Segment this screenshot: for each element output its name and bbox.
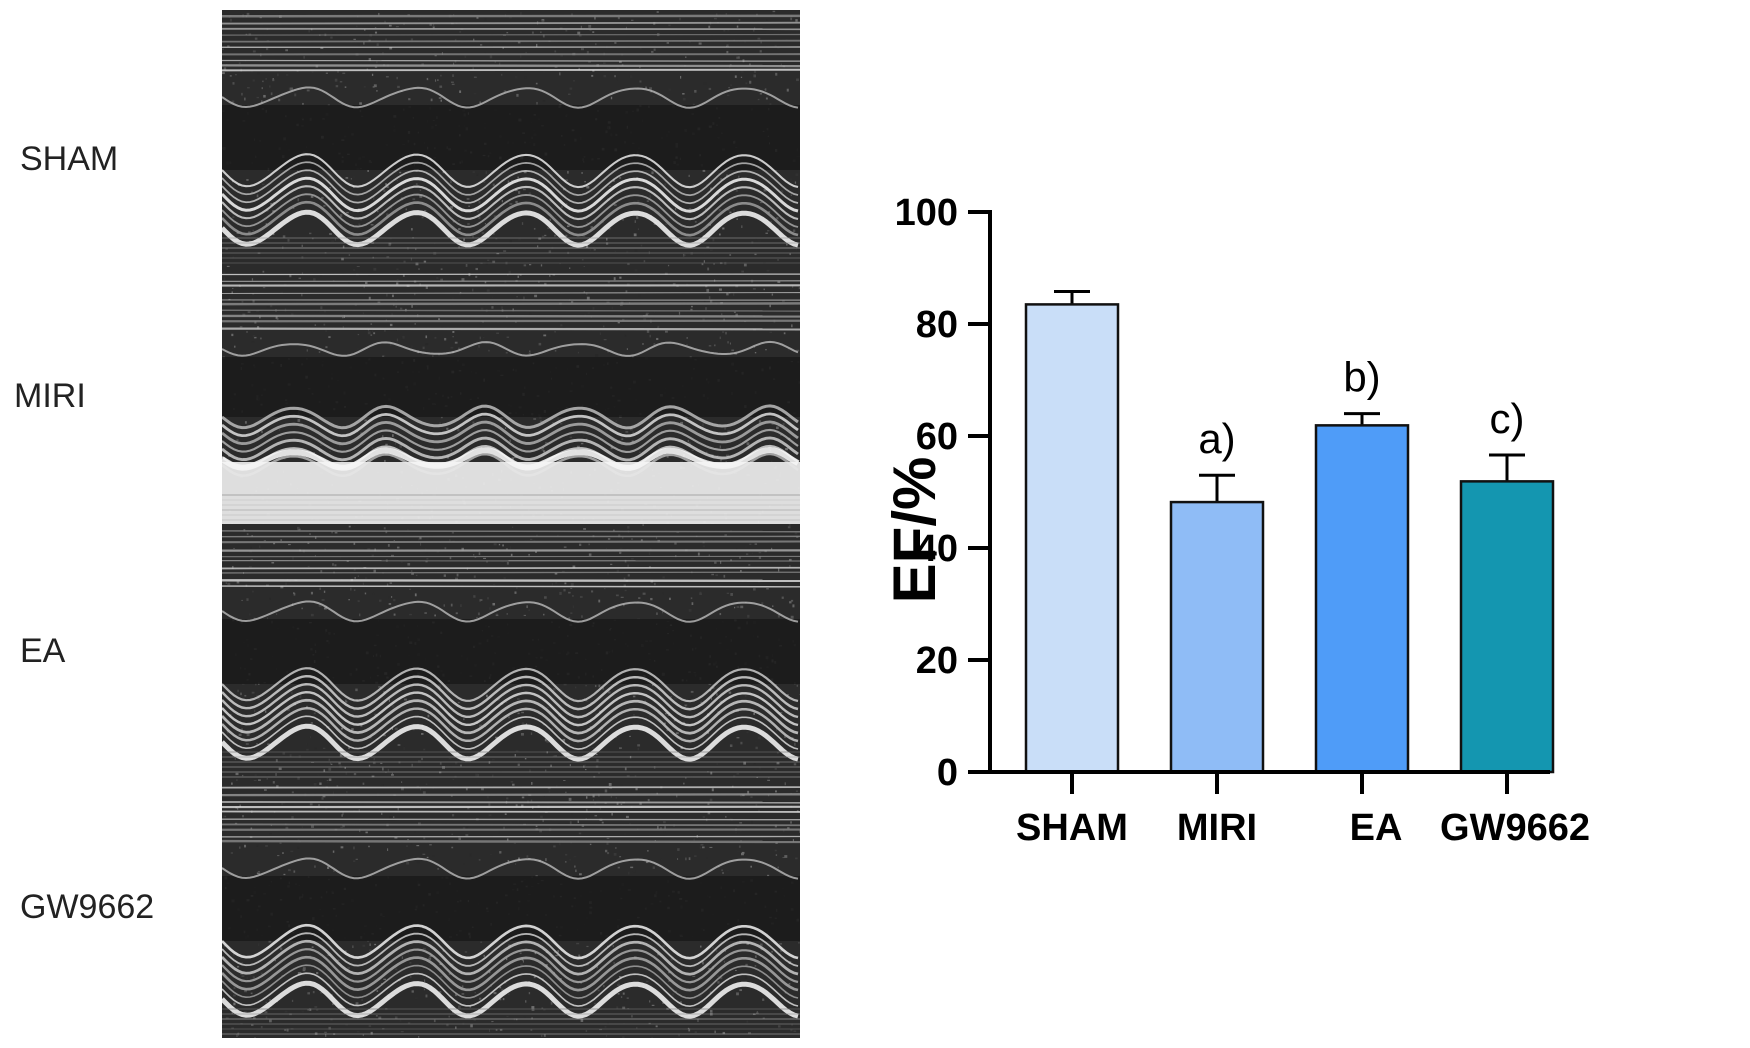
echo-label-sham: SHAM [20,140,119,178]
y-tick-label: 0 [937,752,958,794]
x-tick-label-sham: SHAM [1016,807,1128,849]
y-tick-label: 60 [916,416,958,458]
bar-ea [1314,424,1410,774]
y-tick-label: 20 [916,640,958,682]
x-tick-label-ea: EA [1350,807,1403,849]
annotation-ea: b) [1343,354,1380,401]
ef-bar-chart: 0 20 40 60 80 100 a) b) c) SHAM MIRI EA GW9662 EF/… [881,192,1590,849]
echo-label-gw9662: GW9662 [20,888,155,926]
bar-miri [1169,500,1265,774]
bar-gw9662 [1459,480,1555,774]
echo-image-miri [222,267,800,524]
x-tick-label-gw9662: GW9662 [1440,807,1590,849]
y-axis-title: EF/% [881,457,948,604]
y-tick-label: 100 [895,192,958,234]
y-tick-label: 80 [916,304,958,346]
x-axis: SHAM MIRI EA GW9662 [990,770,1590,849]
echo-image-ea [222,524,800,781]
annotation-gw9662: c) [1490,395,1525,442]
x-tick-label-miri: MIRI [1177,807,1257,849]
echo-label-ea: EA [20,632,66,670]
echo-image-sham [222,10,800,267]
echo-image-gw9662 [222,781,800,1038]
y-axis: 0 20 40 60 80 100 [895,192,992,794]
echo-panel: SHAM MIRI EA GW9662 [0,0,820,1048]
annotation-miri: a) [1198,415,1235,462]
bar-sham [1024,303,1120,774]
y-tick-label: 40 [916,528,958,570]
bars: a) b) c) [1024,290,1555,774]
echo-label-miri: MIRI [14,377,86,415]
